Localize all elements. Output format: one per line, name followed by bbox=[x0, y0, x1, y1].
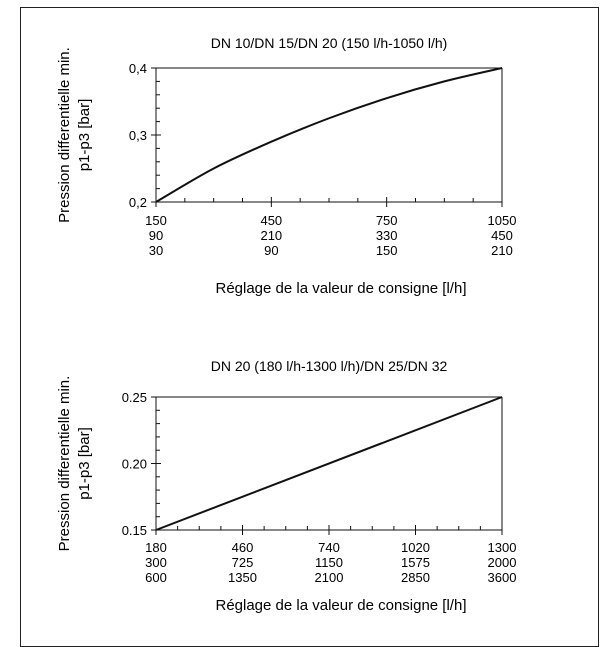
chart-2-x-tick-label: 725 bbox=[232, 555, 254, 570]
chart-2-y-label: p1-p3 [bar] bbox=[76, 427, 93, 500]
chart-1-x-tick-label: 90 bbox=[149, 228, 163, 243]
chart-2-x-tick-label: 740 bbox=[318, 540, 340, 555]
chart-2-y-tick-label: 0.25 bbox=[122, 390, 147, 405]
chart-1-y-tick-label: 0,3 bbox=[129, 128, 147, 143]
chart-1-title: DN 10/DN 15/DN 20 (150 l/h-1050 l/h) bbox=[211, 35, 448, 51]
chart-1-x-tick-label: 750 bbox=[376, 213, 398, 228]
chart-1-x-tick-label: 1050 bbox=[488, 213, 517, 228]
chart-2-x-tick-label: 180 bbox=[145, 540, 167, 555]
chart-2-x-tick-label: 1575 bbox=[401, 555, 430, 570]
chart-1-x-tick-label: 150 bbox=[376, 243, 398, 258]
chart-2-x-tick-label: 1350 bbox=[228, 570, 257, 585]
chart-1-x-tick-label: 150 bbox=[145, 213, 167, 228]
chart-2-x-tick-label: 460 bbox=[232, 540, 254, 555]
chart-1-x-tick-label: 210 bbox=[260, 228, 282, 243]
chart-1-x-tick-label: 30 bbox=[149, 243, 163, 258]
chart-2-x-tick-label: 2100 bbox=[315, 570, 344, 585]
chart-1-x-label: Réglage de la valeur de consigne [l/h] bbox=[215, 280, 466, 297]
chart-2-x-tick-label: 1300 bbox=[488, 540, 517, 555]
chart-1-x-tick-label: 450 bbox=[491, 228, 513, 243]
chart-1-x-tick-label: 450 bbox=[260, 213, 282, 228]
chart-1-y-tick-label: 0,2 bbox=[129, 195, 147, 210]
chart-2-y-tick-label: 0.20 bbox=[122, 457, 147, 472]
chart-2-x-tick-label: 3600 bbox=[488, 570, 517, 585]
chart-2-x-tick-label: 300 bbox=[145, 555, 167, 570]
chart-1-y-label: Pression differentielle min. bbox=[56, 47, 73, 223]
chart-2-series-line bbox=[155, 396, 503, 531]
chart-1-x-tick-label: 90 bbox=[264, 243, 278, 258]
chart-2-x-tick-label: 1150 bbox=[315, 555, 343, 570]
chart-2-x-tick-label: 1020 bbox=[401, 540, 430, 555]
chart-2-x-tick-label: 2850 bbox=[401, 570, 430, 585]
chart-1-series-line bbox=[155, 67, 503, 203]
chart-1-x-tick-label: 210 bbox=[491, 243, 513, 258]
chart-2-x-tick-label: 2000 bbox=[488, 555, 517, 570]
chart-2-x-label: Réglage de la valeur de consigne [l/h] bbox=[215, 597, 466, 614]
chart-2-title: DN 20 (180 l/h-1300 l/h)/DN 25/DN 32 bbox=[211, 358, 448, 374]
chart-1-y-tick-label: 0,4 bbox=[129, 61, 147, 76]
chart-1-y-label: p1-p3 [bar] bbox=[76, 99, 93, 172]
chart-1-x-tick-label: 330 bbox=[376, 228, 398, 243]
chart-2-y-tick-label: 0.15 bbox=[122, 523, 147, 538]
charts-canvas: DN 10/DN 15/DN 20 (150 l/h-1050 l/h) 0,2 0… bbox=[56, 35, 517, 614]
chart-2-x-tick-label: 600 bbox=[145, 570, 167, 585]
chart-2-y-label: Pression differentielle min. bbox=[56, 376, 73, 552]
